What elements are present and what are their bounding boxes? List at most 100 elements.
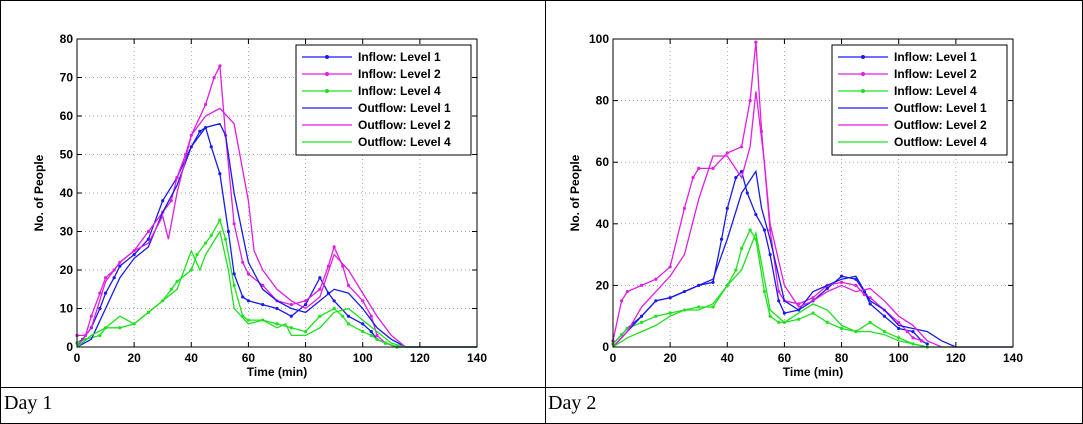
y-tick-label: 80 [60,32,74,46]
data-point [754,40,758,44]
legend-entry: Inflow: Level 2 [894,67,977,81]
data-point [275,306,279,311]
data-point [882,314,887,318]
data-point [218,172,222,176]
x-tick-label: 80 [299,351,313,365]
caption-divider [1,387,545,388]
data-point [745,191,749,195]
data-point [232,283,236,287]
chart-day2: 0 20 40 60 80 100 120 140 0 20 40 60 80 100 Time (min)… [568,32,1023,379]
data-point [668,311,672,315]
data-point [289,326,293,330]
legend-entry: Outflow: Level 2 [358,118,451,132]
data-point [882,330,887,334]
data-point [897,336,901,340]
data-point [118,264,122,268]
series-line [76,229,477,348]
data-point [361,322,365,326]
series-line [76,107,477,348]
data-point [303,299,308,303]
data-point [734,268,738,272]
y-tick-label: 100 [589,32,609,46]
data-point [739,246,744,251]
series-line [612,230,1013,348]
data-point [346,322,351,326]
data-point [289,314,293,318]
data-point [654,277,658,281]
data-point [654,314,658,318]
data-point [711,166,715,170]
y-tick-label: 70 [60,71,74,85]
data-point [212,75,216,80]
x-tick-label: 0 [74,351,81,365]
data-point [195,253,199,257]
legend-marker [861,72,865,76]
data-point [725,206,729,210]
data-point [375,337,379,341]
data-point [868,320,872,324]
data-point [825,286,829,291]
data-point [383,341,388,345]
data-point [691,176,695,180]
data-point [146,237,151,241]
legend-entry: Outflow: Level 1 [894,101,987,115]
data-point [318,276,322,280]
data-point [146,229,151,234]
data-point [739,145,744,149]
y-tick-label: 30 [60,225,74,239]
data-point [332,299,336,303]
x-tick-label: 60 [242,351,256,365]
data-point [711,280,715,284]
data-point [361,330,365,334]
data-point [369,333,373,338]
data-point [98,291,102,295]
legend-entry: Inflow: Level 2 [358,67,441,81]
y-tick-label: 20 [60,263,74,277]
chart-day1: 0 20 40 60 80 100 120 14001020304050607080Time … [32,32,487,379]
legend-entry: Outflow: Level 2 [894,118,987,132]
x-tick-label: 60 [778,351,792,365]
data-point [89,314,93,318]
data-point [897,326,901,331]
legend-marker [861,89,865,93]
caption-day1: Day 1 [4,392,53,414]
data-point [326,264,331,268]
legend-entry: Inflow: Level 4 [894,84,977,98]
legend-marker [325,89,329,93]
legend-entry: Outflow: Level 1 [358,101,451,115]
data-point [748,228,752,232]
legend: Inflow: Level 1 Inflow: Level 2 Inflow: Le… [295,44,472,156]
data-point [232,272,236,276]
legend-marker [325,55,329,59]
data-point [682,206,687,210]
legend-entry: Outflow: Level 4 [894,135,987,149]
data-point [754,212,758,217]
series-line [76,126,477,348]
x-tick-label: 140 [467,351,487,365]
data-point [246,299,251,303]
legend-entry: Inflow: Level 1 [358,50,441,64]
x-tick-label: 40 [185,351,199,365]
data-point [711,305,715,309]
data-point [768,253,772,257]
y-tick-label: 0 [602,340,609,354]
data-point [246,272,251,276]
data-point [369,330,373,334]
data-point [261,283,265,287]
data-point [161,199,165,203]
data-point [625,289,629,294]
data-point [734,176,738,180]
y-tick-label: 60 [60,109,74,123]
x-tick-label: 20 [127,351,141,365]
legend-marker [861,55,865,59]
data-point [275,322,279,326]
data-point [868,302,872,306]
data-point [697,305,701,309]
data-point [209,233,213,237]
y-tick-label: 40 [596,217,610,231]
data-point [839,274,844,278]
data-point [854,283,858,287]
x-axis-label: Time (min) [783,365,843,379]
data-point [246,318,251,322]
x-axis-label: Time (min) [247,365,307,379]
